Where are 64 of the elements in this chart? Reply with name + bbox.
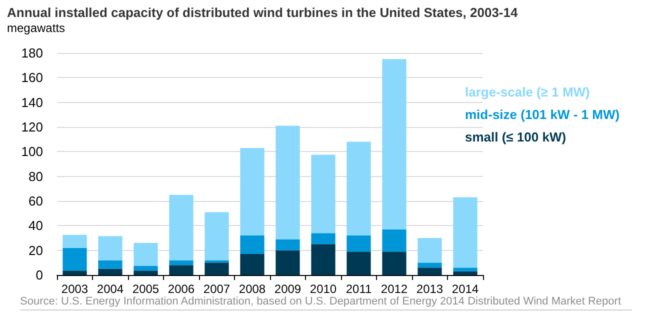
bar <box>276 239 300 250</box>
bar <box>382 59 406 230</box>
chart-title: Annual installed capacity of distributed wind turbines in the United States, 2003-14 <box>7 5 518 20</box>
text: large-scale (≥ 1 MW) <box>465 84 590 100</box>
bar <box>169 265 194 275</box>
x-tick-label: 2008 <box>238 282 266 296</box>
bar <box>453 271 478 275</box>
bar <box>276 250 300 275</box>
bar <box>98 236 122 260</box>
bar <box>240 254 264 275</box>
y-tick-label: 180 <box>21 46 43 60</box>
bar <box>98 268 122 275</box>
bar <box>134 242 158 266</box>
x-tick-label: 2004 <box>96 282 124 296</box>
x-tick-label: 2005 <box>132 282 160 296</box>
bar <box>276 126 300 240</box>
bar <box>311 244 336 275</box>
y-tick-label: 100 <box>21 144 43 160</box>
text: small (≤ 100 kW) <box>465 130 566 144</box>
bar <box>204 260 229 263</box>
x-tick-label: 2011 <box>346 282 372 296</box>
x-tick-label: 2014 <box>452 282 479 296</box>
bar <box>240 148 264 236</box>
y-tick-label: 80 <box>28 168 43 184</box>
bar <box>204 262 229 275</box>
bar <box>134 266 158 271</box>
bar <box>382 229 406 252</box>
y-tick-label: 60 <box>28 194 43 208</box>
x-tick-label: 2003 <box>61 282 88 296</box>
y-tick-label: 20 <box>28 242 43 258</box>
bar <box>62 270 87 275</box>
bar <box>169 260 194 266</box>
bar <box>134 270 158 275</box>
x-tick-label: 2010 <box>310 282 337 296</box>
bar <box>453 268 478 272</box>
bar <box>346 252 371 275</box>
bar <box>418 238 442 263</box>
bar <box>169 194 194 260</box>
bar <box>62 248 87 271</box>
text: mid-size (101 kW - 1 MW) <box>465 107 620 122</box>
bar <box>240 236 264 254</box>
bar <box>98 260 122 269</box>
bar <box>418 268 442 275</box>
bar <box>418 262 442 268</box>
y-tick-label: 0 <box>36 268 43 282</box>
x-tick-label: 2013 <box>416 282 444 296</box>
x-tick-label: 2006 <box>168 282 195 296</box>
bar <box>382 252 406 275</box>
bar <box>346 142 371 236</box>
y-tick-label: 160 <box>21 70 43 86</box>
bar <box>311 233 336 244</box>
bar <box>346 236 371 252</box>
y-tick-label: 40 <box>28 218 43 234</box>
bar <box>204 212 229 260</box>
x-tick-label: 2009 <box>274 282 302 296</box>
bar <box>453 197 478 268</box>
y-tick-label: 120 <box>21 120 43 134</box>
bar <box>311 154 336 234</box>
y-tick-label: 140 <box>21 94 43 110</box>
y-axis-title: megawatts <box>7 21 66 35</box>
x-tick-label: 2007 <box>203 282 230 296</box>
bar <box>62 234 87 248</box>
x-tick-label: 2012 <box>380 282 408 296</box>
source-note: Source: U.S. Energy Information Administration, based on U.S. Department of Energy 2014 Distributed Wind Market Report <box>20 296 622 308</box>
